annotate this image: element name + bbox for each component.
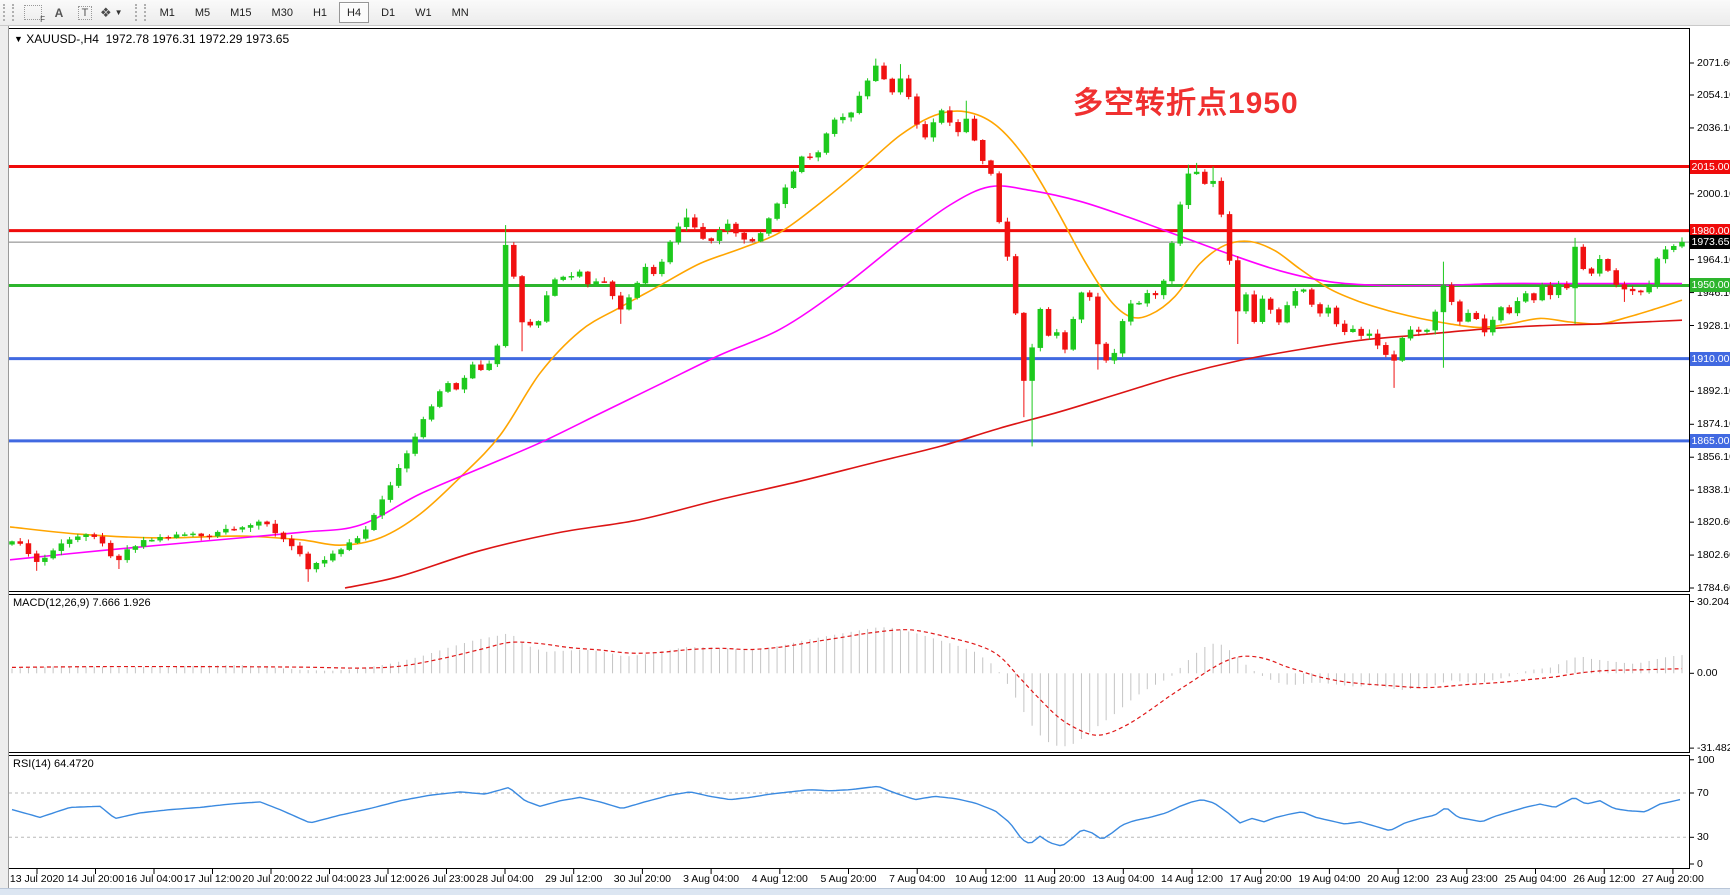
price-tick-1820.60: 1820.60: [1697, 516, 1730, 529]
rsi-line: [11, 785, 1681, 847]
macd-panel[interactable]: [8, 594, 1690, 753]
price-badge-1865.00: 1865.00: [1690, 433, 1730, 448]
time-label: 17 Aug 20:00: [1229, 873, 1292, 885]
price-tick-2036.10: 2036.10: [1697, 121, 1730, 134]
time-label: 19 Aug 04:00: [1298, 873, 1361, 885]
time-label: 17 Jul 12:00: [183, 873, 242, 885]
ma-fast-orange: [9, 110, 1683, 547]
price-tick-1892.10: 1892.10: [1697, 385, 1730, 398]
chart-title: ▼ XAUUSD-,H4 1972.78 1976.31 1972.29 197…: [14, 32, 289, 46]
price-axis[interactable]: 2071.602054.102036.102000.101964.101946.…: [1690, 28, 1730, 870]
time-axis[interactable]: 13 Jul 2020 14 Jul 20:00 16 Jul 04:00 17 Ju…: [8, 869, 1704, 888]
price-tick-1784.60: 1784.60: [1697, 582, 1730, 594]
time-label: 23 Aug 23:00: [1435, 873, 1498, 885]
macd-signal-line: [11, 629, 1683, 736]
rsi-tick-70: 70: [1697, 787, 1709, 799]
rsi-value: 64.4720: [53, 758, 94, 770]
price-tick-1802.60: 1802.60: [1697, 549, 1730, 562]
axis-tick-marks: [36, 62, 1694, 874]
macd-tick-30.204: 30.204: [1697, 595, 1730, 608]
price-tick-1874.10: 1874.10: [1697, 418, 1730, 431]
time-label: 25 Aug 04:00: [1504, 873, 1567, 885]
rsi-tick-30: 30: [1697, 831, 1709, 844]
price-badge-1950.00: 1950.00: [1690, 278, 1730, 293]
timeframe-button-M1[interactable]: M1: [159, 6, 175, 19]
time-label: 13 Jul 2020: [9, 873, 65, 885]
time-label: 4 Aug 12:00: [751, 873, 808, 885]
rsi-tick-0: 0: [1697, 858, 1703, 870]
timeframe-button-MN[interactable]: MN: [451, 6, 469, 19]
price-badge-2015.00: 2015.00: [1690, 159, 1730, 174]
time-label: 14 Jul 20:00: [66, 873, 125, 885]
price-badge-1910.00: 1910.00: [1690, 351, 1730, 366]
time-label: 10 Aug 12:00: [954, 873, 1017, 885]
rsi-tick-100: 100: [1697, 753, 1715, 766]
price-tick-1838.10: 1838.10: [1697, 484, 1730, 497]
time-label: 14 Aug 12:00: [1161, 873, 1223, 885]
time-label: 27 Aug 20:00: [1641, 873, 1704, 885]
time-label: 20 Aug 12:00: [1367, 873, 1430, 885]
bottom-status-strip: [0, 888, 1730, 895]
timeframe-button-W1[interactable]: W1: [415, 6, 432, 19]
time-label: 30 Jul 20:00: [613, 873, 671, 885]
current-price-badge: 1973.65: [1690, 235, 1730, 250]
macd-values: 7.666 1.926: [92, 597, 151, 609]
rsi-level-lines: [9, 792, 1689, 838]
rsi-panel[interactable]: [8, 755, 1690, 869]
timeframe-button-M30[interactable]: M30: [271, 6, 293, 19]
macd-tick--31.482: -31.482: [1697, 742, 1730, 755]
price-tick-1964.10: 1964.10: [1697, 253, 1730, 266]
ohlc-values: 1972.78 1976.31 1972.29 1973.65: [105, 32, 290, 46]
price-tick-1856.10: 1856.10: [1697, 451, 1730, 464]
timeframe-button-M15[interactable]: M15: [230, 6, 252, 19]
macd-tick-0.00: 0.00: [1697, 667, 1718, 680]
time-label: 11 Aug 20:00: [1024, 873, 1086, 885]
text-label-icon[interactable]: T: [74, 3, 96, 23]
timeframe-button-H4[interactable]: H4: [339, 2, 370, 23]
time-label: 29 Jul 12:00: [545, 873, 603, 885]
chart-text-annotation[interactable]: 多空转折点1950: [1073, 87, 1299, 120]
time-label: 5 Aug 20:00: [820, 873, 877, 885]
timeframe-toolbar-grip[interactable]: [134, 4, 146, 21]
time-label: 7 Aug 04:00: [889, 873, 946, 885]
toolbar-grip[interactable]: [3, 4, 14, 21]
font-icon[interactable]: A: [54, 5, 64, 20]
ma-slow-red: [344, 319, 1683, 589]
time-label: 26 Jul 23:00: [417, 873, 476, 885]
horizontal-level-lines[interactable]: [9, 165, 1689, 443]
time-label: 13 Aug 04:00: [1092, 873, 1155, 885]
price-tick-1928.10: 1928.10: [1697, 319, 1730, 332]
time-label: 22 Jul 04:00: [300, 873, 359, 885]
candles-layer: [9, 58, 1685, 582]
macd-histogram: [11, 627, 1683, 747]
time-label: 16 Jul 04:00: [125, 873, 183, 885]
window-left-gutter: [0, 25, 9, 895]
timeframe-button-group: M1 M5 M15 M30 H1 H4 D1 W1 MN: [152, 2, 477, 23]
timeframe-button-D1[interactable]: D1: [381, 6, 396, 19]
arrange-arrows-icon[interactable]: ❖ ▼: [100, 4, 123, 20]
time-label: 3 Aug 04:00: [683, 873, 740, 885]
price-tick-2071.60: 2071.60: [1697, 57, 1730, 69]
ma-mid-magenta: [9, 185, 1682, 561]
dropdown-caret-icon[interactable]: ▼: [114, 8, 123, 17]
dock-grid-icon[interactable]: F: [22, 3, 45, 24]
time-label: 20 Jul 20:00: [242, 873, 300, 885]
timeframe-button-M5[interactable]: M5: [194, 6, 211, 19]
time-label: 28 Jul 04:00: [476, 873, 534, 885]
price-badge-1980.00: 1980.00: [1690, 223, 1730, 238]
rsi-indicator-label: RSI(14) 64.4720: [13, 758, 94, 770]
symbol-period-label: XAUUSD-,H4: [26, 32, 99, 46]
price-chart-panel[interactable]: [8, 28, 1690, 592]
symbol-dropdown-icon[interactable]: ▼: [14, 34, 23, 44]
price-tick-2000.10: 2000.10: [1697, 187, 1730, 200]
time-label: 23 Jul 12:00: [359, 873, 417, 885]
main-toolbar: F A T ❖ ▼ M1 M5 M15 M30 H1 H4 D1 W1 MN: [0, 0, 1730, 26]
timeframe-button-H1[interactable]: H1: [312, 6, 328, 19]
macd-indicator-label: MACD(12,26,9) 7.666 1.926: [13, 597, 151, 609]
time-label: 26 Aug 12:00: [1573, 873, 1636, 885]
price-tick-2054.10: 2054.10: [1697, 89, 1730, 101]
